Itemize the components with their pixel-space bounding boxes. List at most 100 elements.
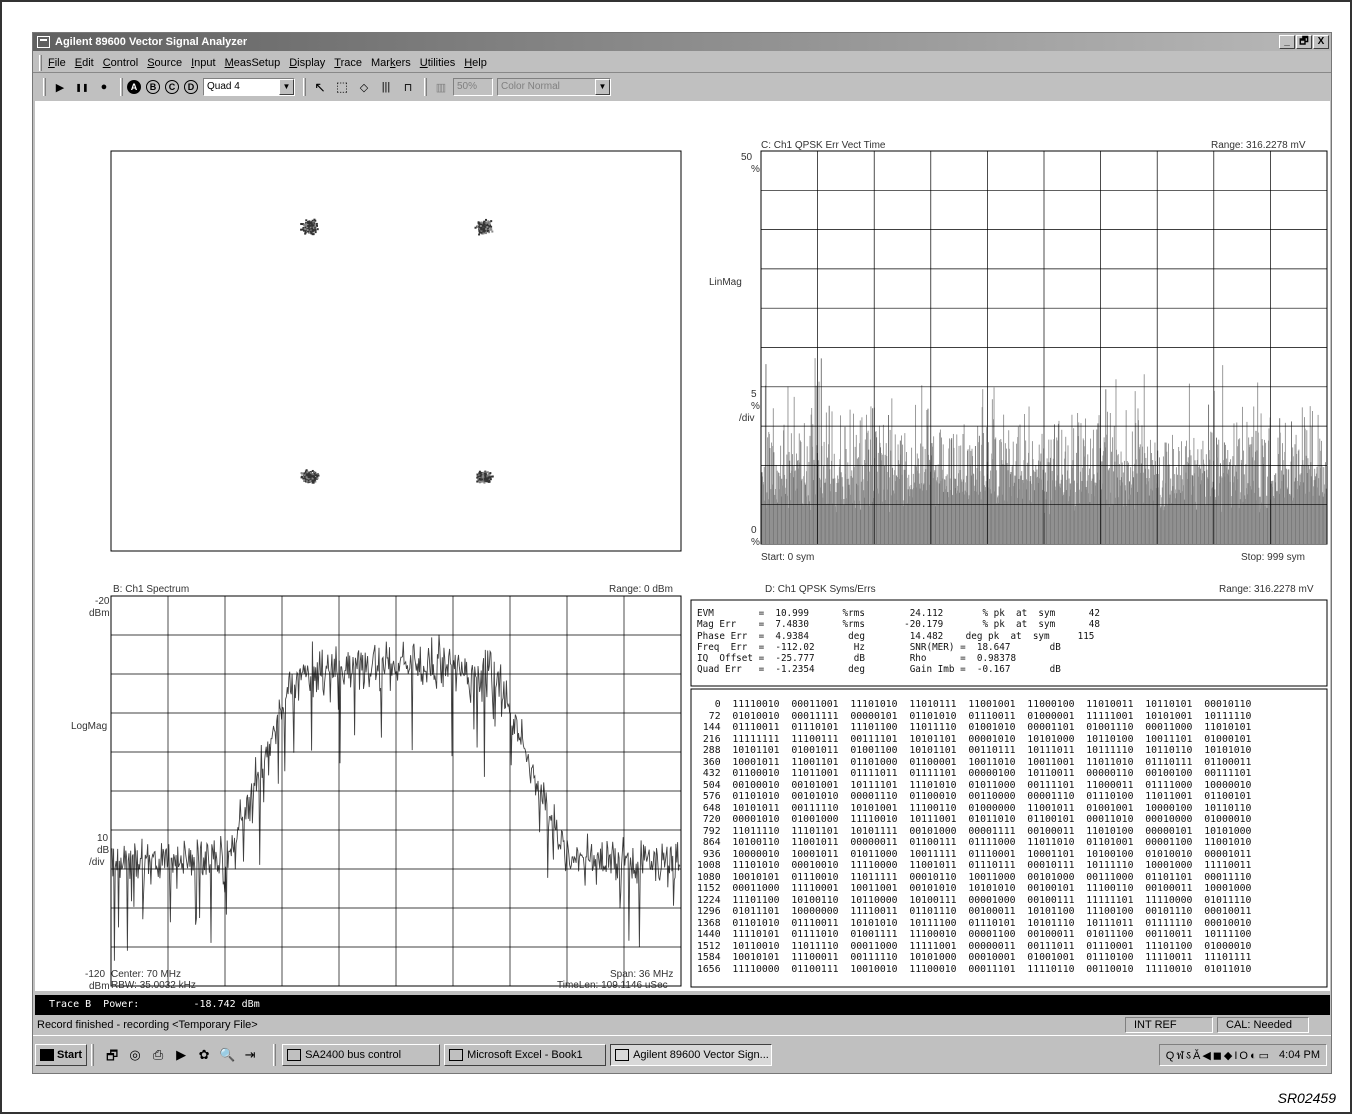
menu-meassetup[interactable]: MeasSetup <box>225 57 281 69</box>
constellation-point <box>313 472 316 475</box>
app-window: Agilent 89600 Vector Signal Analyzer _ 🗗… <box>32 32 1332 1074</box>
constellation-point <box>480 226 483 229</box>
constellation-point <box>488 225 491 228</box>
trace-d-button[interactable]: D <box>184 80 198 94</box>
close-button[interactable]: X <box>1313 35 1329 49</box>
color-select[interactable]: Color Normal ▼ <box>497 78 611 96</box>
constellation-point <box>479 222 482 225</box>
constellation-point <box>314 477 317 480</box>
menu-file-accel: F <box>48 56 55 69</box>
constellation-point <box>305 223 308 226</box>
error-line: Phase Err = 4.9384 deg 14.482 deg pk at … <box>697 630 1095 642</box>
constellation-point <box>307 475 310 478</box>
menu-input[interactable]: Input <box>191 57 215 69</box>
constellation-point <box>307 230 310 233</box>
chevron-down-icon[interactable]: ▼ <box>595 79 610 95</box>
measurement-canvas <box>110 150 1328 988</box>
constellation-point <box>302 227 305 230</box>
constellation-point <box>481 475 484 478</box>
pane-c-mid-unit-div: /div <box>739 413 755 424</box>
search-icon[interactable]: 🔍 <box>218 1046 236 1062</box>
start-label: Start <box>57 1048 83 1061</box>
pane-c-top-unit: % <box>751 164 760 175</box>
pane-b-top-unit: dBm <box>89 608 110 619</box>
constellation-point <box>310 221 313 224</box>
toolbar-separator <box>424 78 427 96</box>
menu-meassetup-label: easSetup <box>233 56 281 69</box>
app-launcher-icon[interactable]: ✿ <box>198 1046 210 1062</box>
symbol-row: 1584 10010101 11100011 00111110 10101000… <box>697 952 1252 963</box>
start-button[interactable]: Start <box>35 1043 88 1066</box>
constellation-point <box>300 472 303 475</box>
menu-markers[interactable]: Markers <box>371 57 411 69</box>
zoom-field[interactable]: 50% <box>453 78 493 96</box>
restore-button[interactable]: 🗗 <box>1296 35 1312 49</box>
constellation-point <box>482 224 485 227</box>
taskbar-separator <box>273 1043 277 1066</box>
constellation-point <box>476 476 479 479</box>
menu-control-label: ontrol <box>110 56 139 69</box>
zoom-slider-icon[interactable]: ▥ <box>435 81 447 94</box>
constellation-point <box>314 219 317 222</box>
show-desktop-icon[interactable]: 🗗 <box>105 1047 119 1063</box>
minimize-button[interactable]: _ <box>1279 35 1295 49</box>
layout-select[interactable]: Quad 4 ▼ <box>203 78 295 96</box>
constellation-point <box>309 230 312 233</box>
symbol-row: 936 10000010 10001011 01011000 10011111 … <box>697 848 1252 860</box>
chevron-down-icon[interactable]: ▼ <box>279 79 294 95</box>
menu-markers-pre: Mar <box>371 56 390 69</box>
menu-grip <box>39 54 42 71</box>
browser-icon[interactable]: ◎ <box>129 1046 141 1062</box>
task-agilent[interactable]: Agilent 89600 Vector Sign... <box>610 1043 773 1066</box>
menu-control[interactable]: Control <box>103 57 138 69</box>
toolbar-separator <box>120 78 123 96</box>
symbol-row: 288 10101101 01001011 01001100 10101101 … <box>697 745 1252 756</box>
symbol-table-frame <box>690 688 1328 988</box>
trace-a-button[interactable]: A <box>127 80 141 94</box>
menu-display-label: isplay <box>297 56 326 69</box>
constellation-point <box>488 479 491 482</box>
menu-help[interactable]: Help <box>464 57 487 69</box>
bars-icon[interactable]: ||| <box>381 81 391 93</box>
trace-readout: Trace B Power: -18.742 dBm <box>35 995 1330 1015</box>
symbol-row: 1440 11110101 01111010 01001111 11100010… <box>697 929 1252 940</box>
marker-diamond-icon[interactable]: ◇ <box>359 81 369 94</box>
play-icon[interactable]: ▶ <box>55 81 65 94</box>
pane-b-mid-unit-div: /div <box>89 857 105 868</box>
title-bar[interactable]: Agilent 89600 Vector Signal Analyzer _ 🗗… <box>33 33 1331 51</box>
peak-icon[interactable]: ⊓ <box>403 81 413 94</box>
constellation-point <box>482 221 485 224</box>
menu-file[interactable]: File <box>48 57 66 69</box>
pane-c-range: Range: 316.2278 mV <box>1211 140 1306 151</box>
pane-b-center: Center: 70 MHz <box>111 969 182 980</box>
media-player-icon[interactable]: ▶ <box>176 1046 187 1062</box>
symbol-row: 216 11111111 11100111 00111101 10101101 … <box>697 733 1252 745</box>
constellation-point <box>311 233 314 236</box>
menu-source[interactable]: Source <box>147 57 182 69</box>
menu-trace[interactable]: Trace <box>334 57 362 69</box>
menu-utilities[interactable]: Utilities <box>420 57 455 69</box>
constellation-point <box>304 231 307 234</box>
outlook-icon[interactable]: ⎙ <box>152 1046 164 1062</box>
box-zoom-icon[interactable]: ⬚ <box>335 79 349 94</box>
constellation-point <box>479 471 482 474</box>
pointer-icon[interactable]: ↖ <box>314 78 326 95</box>
menu-input-accel: I <box>191 56 195 69</box>
constellation-point <box>312 221 315 224</box>
tray-icons[interactable]: QฬऽǍ◀◼◆IO◐▭ <box>1165 1050 1272 1062</box>
menu-display[interactable]: Display <box>289 57 325 69</box>
pause-icon[interactable]: ❚❚ <box>75 82 89 92</box>
task-sa2400[interactable]: SA2400 bus control <box>282 1043 441 1066</box>
constellation-point <box>307 222 310 225</box>
constellation-point <box>304 228 307 231</box>
record-icon[interactable]: ● <box>100 81 108 93</box>
menu-file-label: ile <box>54 56 66 69</box>
shortcut-icon[interactable]: ⇥ <box>244 1046 256 1062</box>
constellation-point <box>485 228 488 231</box>
menu-edit-accel: E <box>74 56 83 69</box>
trace-c-button[interactable]: C <box>165 80 179 94</box>
cal-indicator: CAL: Needed <box>1217 1017 1309 1033</box>
menu-edit[interactable]: Edit <box>75 57 94 69</box>
task-excel[interactable]: Microsoft Excel - Book1 <box>444 1043 607 1066</box>
trace-b-button[interactable]: B <box>146 80 160 94</box>
